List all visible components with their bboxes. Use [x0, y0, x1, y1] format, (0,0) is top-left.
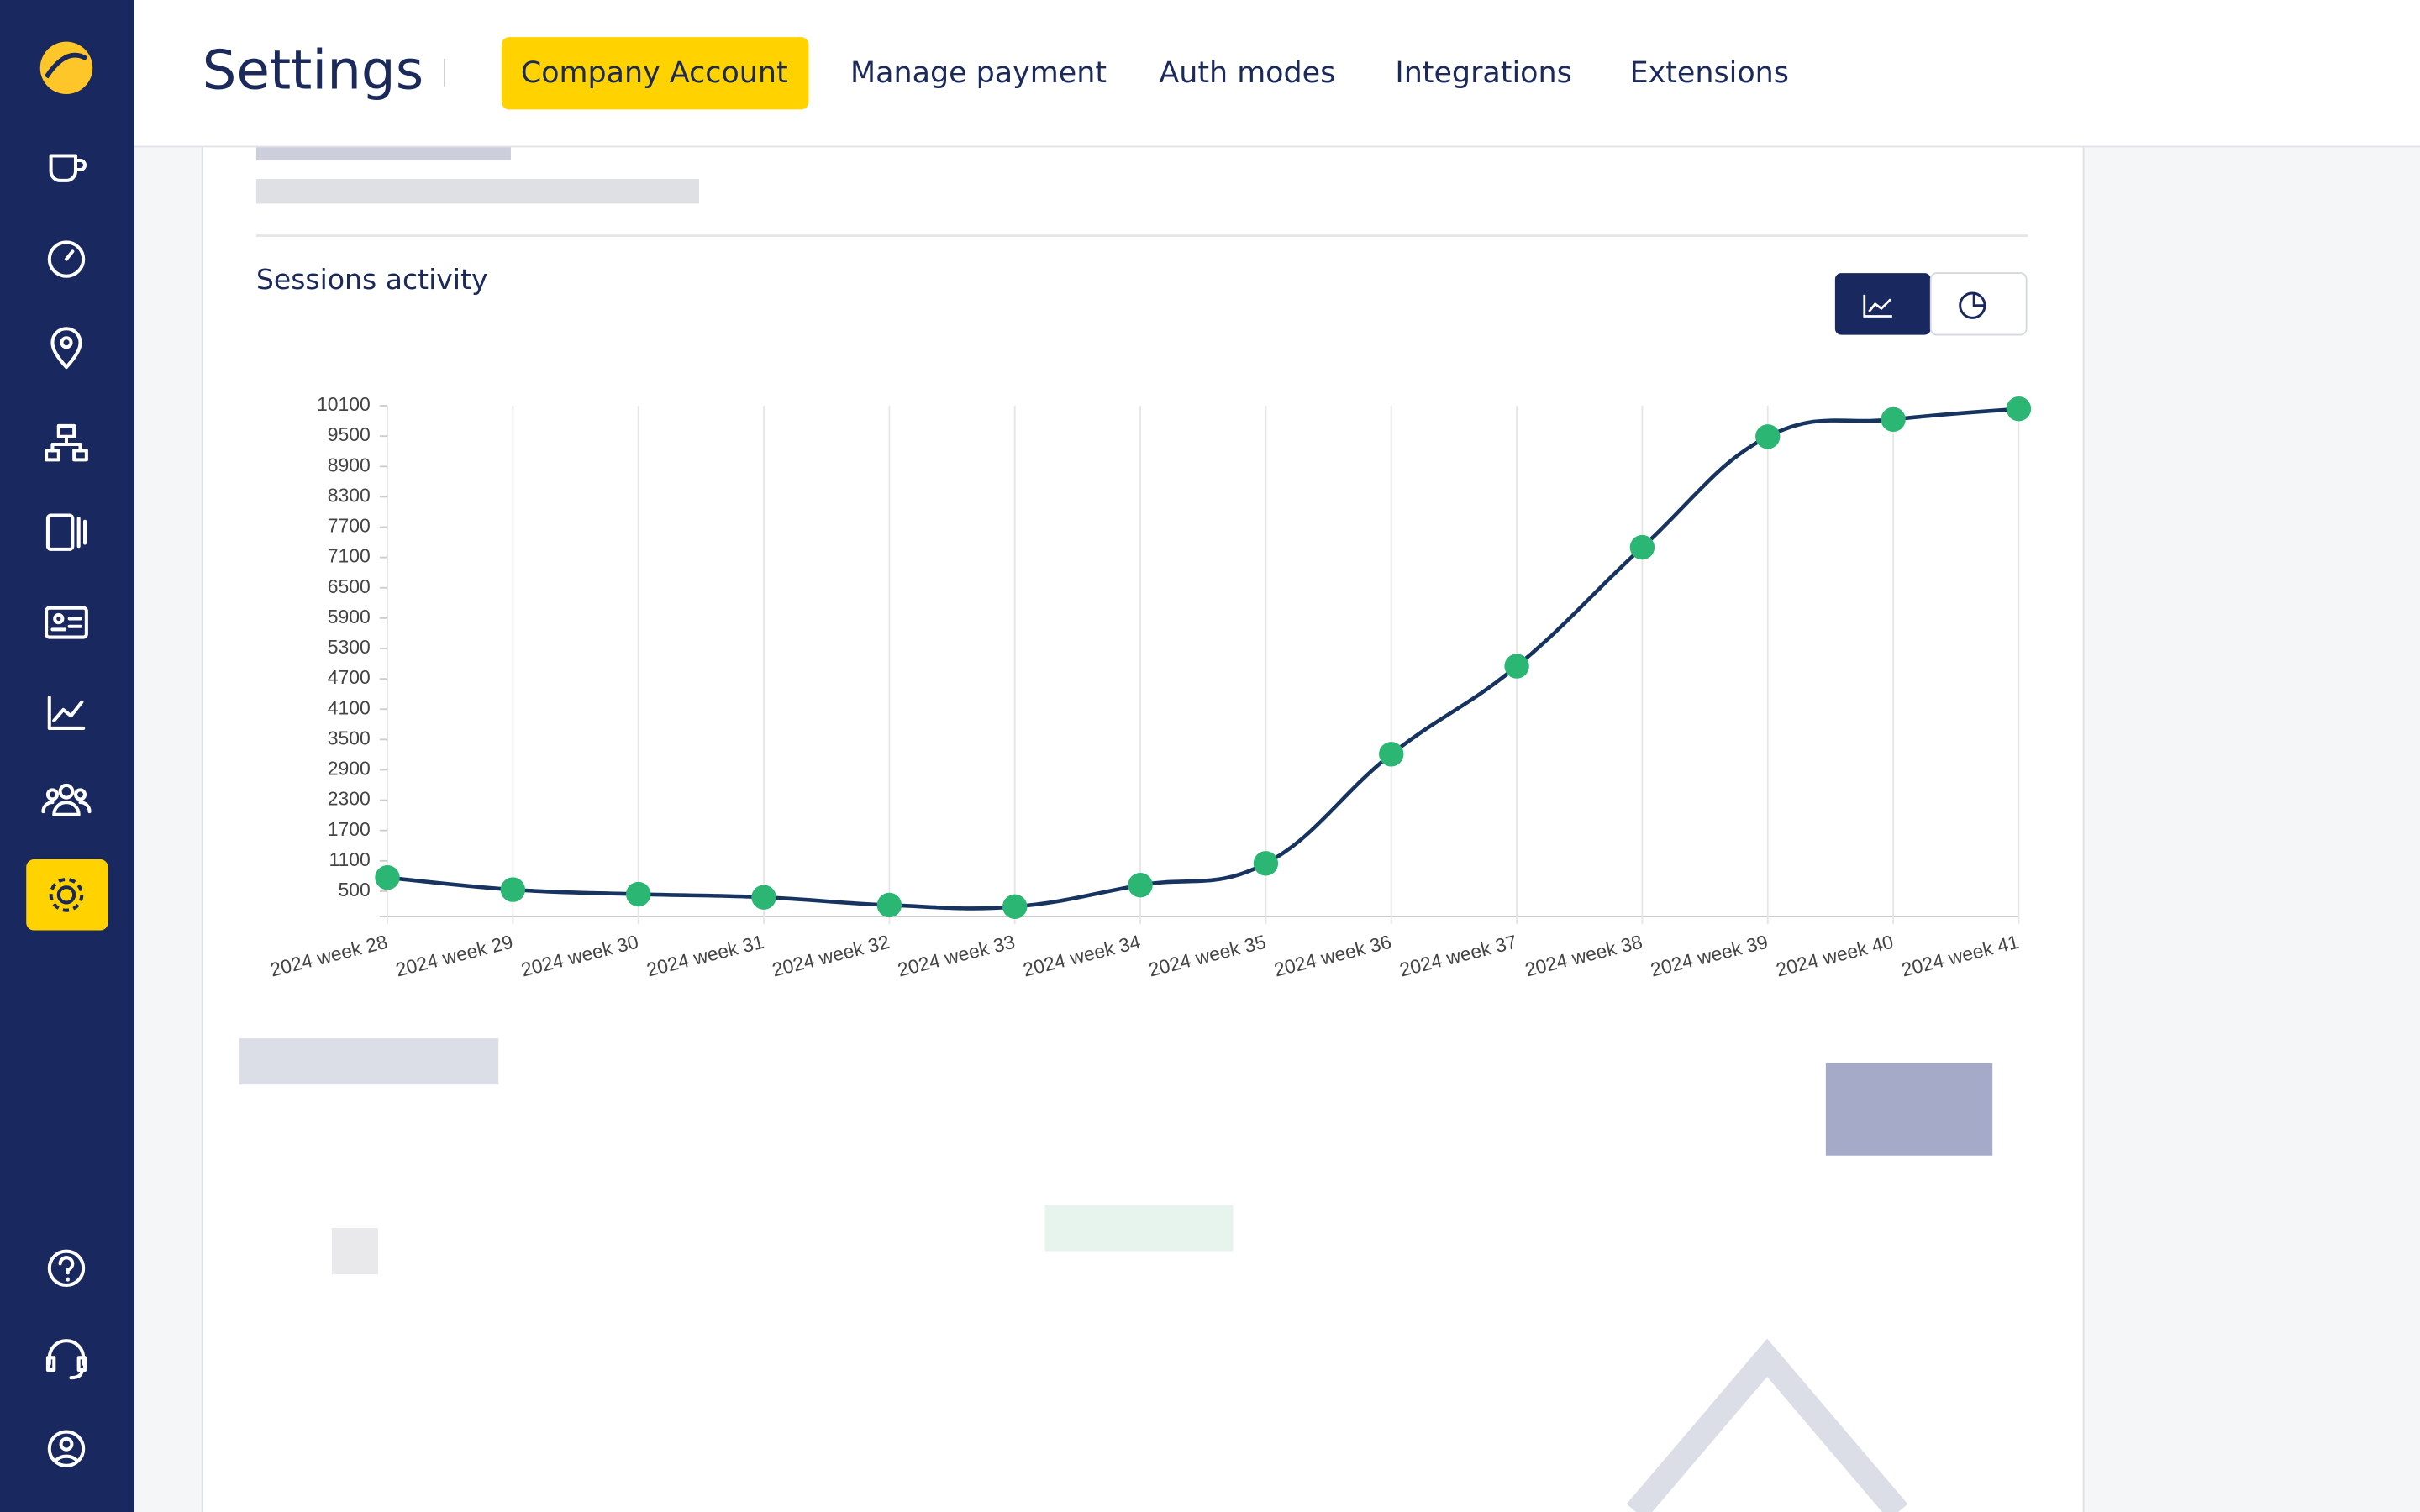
point: [1379, 742, 1404, 767]
y-tick-label: 4100: [328, 696, 371, 718]
point: [500, 877, 526, 902]
point: [1128, 873, 1153, 898]
y-tick-label: 9500: [328, 423, 371, 445]
y-tick-label: 10100: [317, 393, 371, 415]
y-tick-label: 1700: [328, 818, 371, 840]
pie-view-button[interactable]: [1929, 272, 2028, 336]
active-tab-bg[interactable]: [501, 37, 809, 110]
point: [2006, 396, 2032, 422]
y-tick-label: 500: [339, 879, 371, 900]
y-tick-label: 4700: [328, 666, 371, 688]
y-tick-label: 6500: [328, 575, 371, 597]
nav-active[interactable]: [26, 859, 108, 931]
point: [375, 864, 400, 890]
nav-icons[interactable]: [41, 154, 92, 816]
y-tick-label: 7700: [328, 515, 371, 537]
y-tick-label: 5300: [328, 636, 371, 658]
nav-bottom-icons[interactable]: [45, 1249, 87, 1467]
tab[interactable]: Company Account: [521, 56, 788, 90]
settings-icon-gear: [49, 877, 84, 912]
tab[interactable]: Integrations: [1395, 56, 1571, 90]
y-tick-label: 1100: [329, 848, 370, 870]
page-title: Settings: [203, 39, 424, 102]
point: [876, 892, 902, 918]
pie-view-icon-slice: [1972, 292, 1986, 307]
logo-mark: [44, 52, 88, 79]
y-tick-label: 7100: [328, 545, 371, 567]
point: [1504, 654, 1529, 679]
y-tick-label: 8900: [328, 454, 371, 475]
chart-title: Sessions activity: [256, 263, 488, 296]
line-view-icon: [1863, 294, 1892, 318]
y-tick-label: 8300: [328, 484, 371, 506]
y-tick-label: 2300: [328, 788, 371, 810]
y-tick-label: 3500: [328, 727, 371, 748]
line: [387, 407, 2019, 911]
logo[interactable]: [39, 41, 93, 95]
sidebar: [0, 0, 134, 1512]
point: [626, 881, 651, 907]
point: [1755, 424, 1781, 449]
point: [1881, 407, 1906, 433]
point: [1629, 534, 1655, 560]
card: [201, 138, 2085, 1512]
point: [1002, 894, 1028, 919]
y-tick-label: 5900: [328, 606, 371, 627]
tab[interactable]: Auth modes: [1159, 56, 1335, 90]
tab[interactable]: Extensions: [1630, 56, 1789, 90]
point: [751, 885, 776, 910]
settings-icon: [56, 885, 76, 905]
line-view-button[interactable]: [1834, 273, 1931, 335]
y-tick-label: 2900: [328, 758, 371, 780]
point: [1253, 851, 1279, 876]
tab[interactable]: Manage payment: [850, 56, 1107, 90]
